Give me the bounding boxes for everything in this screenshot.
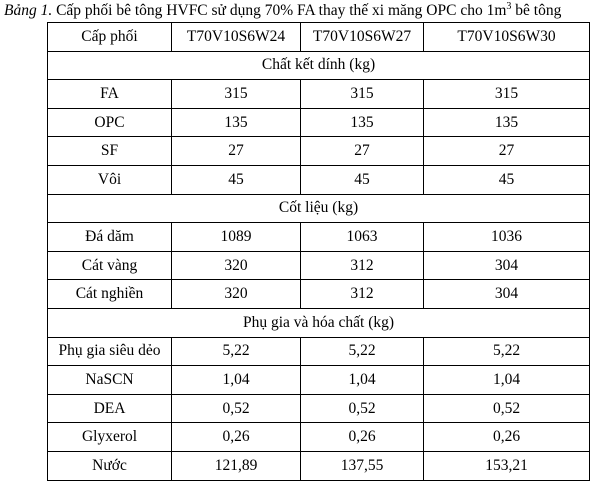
cell: 1089	[171, 222, 301, 252]
cell: 320	[171, 250, 301, 281]
cell: T70V10S6W24	[171, 22, 301, 52]
cell: 312	[300, 250, 424, 281]
cell: 121,89	[171, 450, 301, 481]
data-row: Cát nghiền 320 312 304	[47, 279, 590, 309]
data-row: Đá dăm 1089 1063 1036	[47, 222, 590, 252]
cell: 5,22	[300, 336, 424, 367]
section-row: Phụ gia và hóa chất (kg)	[47, 307, 590, 338]
cell: 5,22	[171, 336, 301, 367]
cell: T70V10S6W30	[423, 22, 590, 52]
cell: 135	[300, 107, 424, 138]
cell: 304	[423, 250, 590, 281]
data-row: Nước 121,89 137,55 153,21	[47, 450, 590, 481]
caption-label: Bảng 1.	[4, 2, 53, 19]
cell: 27	[171, 136, 301, 166]
cell: 0,52	[423, 393, 590, 424]
data-row: FA 315 315 315	[47, 79, 590, 109]
cell: Nước	[47, 450, 172, 481]
cell: 153,21	[423, 450, 590, 481]
cell: 27	[300, 136, 424, 166]
header-row: Cấp phối T70V10S6W24 T70V10S6W27 T70V10S6W3…	[47, 22, 590, 52]
caption-sup: 3	[506, 1, 512, 12]
cell: 45	[423, 164, 590, 195]
cell: Đá dăm	[47, 222, 172, 252]
section-title: Phụ gia và hóa chất (kg)	[47, 307, 590, 338]
table: Cấp phối T70V10S6W24 T70V10S6W27 T70V10S6W3…	[47, 22, 590, 481]
cell: 0,26	[423, 422, 590, 452]
cell: 0,52	[171, 393, 301, 424]
data-row: Cát vàng 320 312 304	[47, 250, 590, 281]
cell: 0,52	[300, 393, 424, 424]
cell: Cấp phối	[47, 22, 172, 52]
cell: 45	[171, 164, 301, 195]
cell: 315	[300, 79, 424, 109]
cell: Cát nghiền	[47, 279, 172, 309]
cell: 315	[423, 79, 590, 109]
cell: 1036	[423, 222, 590, 252]
section-row: Cốt liệu (kg)	[47, 193, 590, 224]
caption-text: Cấp phối bê tông HVFC sử dụng 70% FA tha…	[56, 2, 507, 19]
cell: OPC	[47, 107, 172, 138]
caption-tail: bê tông	[515, 2, 562, 19]
section-title: Chất kết dính (kg)	[47, 50, 590, 81]
cell: 1,04	[300, 365, 424, 395]
cell: 1,04	[171, 365, 301, 395]
cell: SF	[47, 136, 172, 166]
data-row: NaSCN 1,04 1,04 1,04	[47, 365, 590, 395]
cell: DEA	[47, 393, 172, 424]
cell: 1,04	[423, 365, 590, 395]
cell: 320	[171, 279, 301, 309]
cell: 304	[423, 279, 590, 309]
data-row: SF 27 27 27	[47, 136, 590, 166]
data-row: DEA 0,52 0,52 0,52	[47, 393, 590, 424]
data-row: Glyxerol 0,26 0,26 0,26	[47, 422, 590, 452]
data-row: Vôi 45 45 45	[47, 164, 590, 195]
cell: FA	[47, 79, 172, 109]
cell: NaSCN	[47, 365, 172, 395]
cell: 45	[300, 164, 424, 195]
cell: Phụ gia siêu dẻo	[47, 336, 172, 367]
section-row: Chất kết dính (kg)	[47, 50, 590, 81]
cell: 0,26	[171, 422, 301, 452]
cell: 315	[171, 79, 301, 109]
data-row: Phụ gia siêu dẻo 5,22 5,22 5,22	[47, 336, 590, 367]
data-row: OPC 135 135 135	[47, 107, 590, 138]
cell: 137,55	[300, 450, 424, 481]
cell: 27	[423, 136, 590, 166]
cell: 312	[300, 279, 424, 309]
section-title: Cốt liệu (kg)	[47, 193, 590, 224]
cell: Glyxerol	[47, 422, 172, 452]
cell: 5,22	[423, 336, 590, 367]
cell: Vôi	[47, 164, 172, 195]
cell: 135	[423, 107, 590, 138]
caption: Bảng 1. Cấp phối bê tông HVFC sử dụng 70…	[4, 2, 561, 20]
cell: T70V10S6W27	[300, 22, 424, 52]
cell: 1063	[300, 222, 424, 252]
cell: Cát vàng	[47, 250, 172, 281]
cell: 135	[171, 107, 301, 138]
cell: 0,26	[300, 422, 424, 452]
